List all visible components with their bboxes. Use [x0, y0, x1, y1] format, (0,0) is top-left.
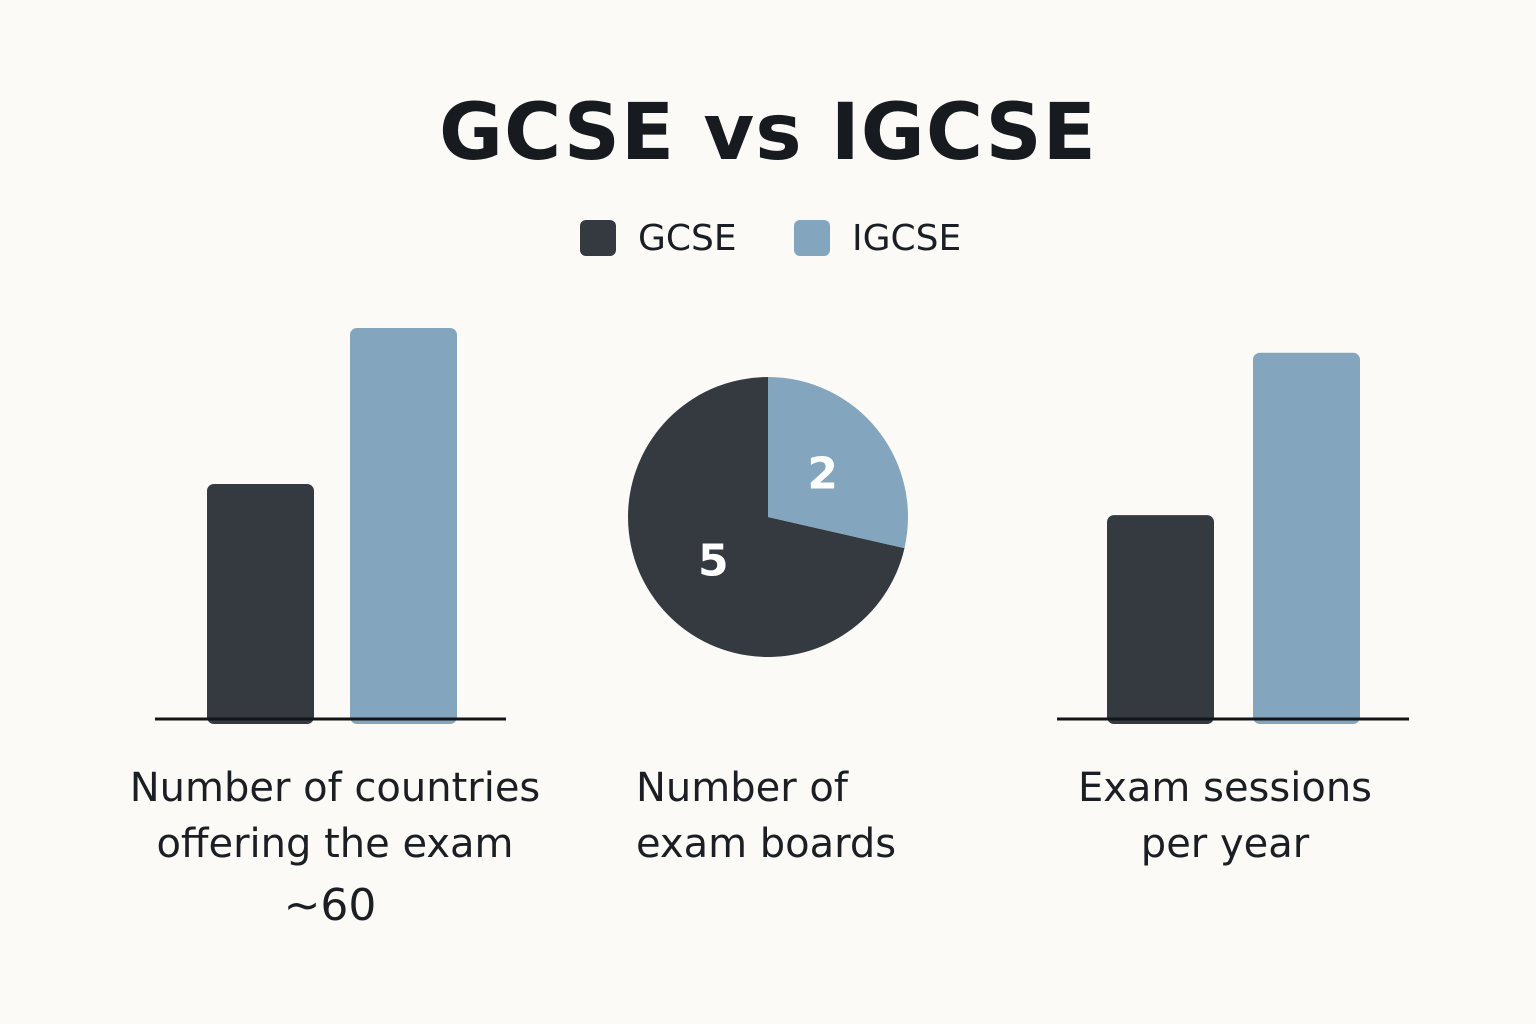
pie-slice-igcse — [768, 377, 909, 549]
bar-chart-exam-sessions — [1057, 352, 1409, 724]
bar-countries-gcse — [207, 484, 314, 724]
chart-label-exam-sessions: Exam sessions per year — [1077, 765, 1373, 867]
bar-sessions-igcse — [1253, 352, 1360, 724]
legend-swatch-igcse — [794, 220, 830, 256]
pie-slice-gcse — [628, 377, 905, 657]
legend-swatch-gcse — [580, 220, 616, 256]
pie-chart-exam-boards: 52 — [628, 377, 909, 657]
chart-label-exam-boards: Number of exam boards — [636, 765, 897, 867]
pie-label-gcse: 5 — [698, 536, 729, 587]
bar-countries-igcse — [350, 328, 457, 724]
legend-label-gcse: GCSE — [638, 217, 737, 259]
legend-item-igcse: IGCSE — [794, 217, 962, 259]
bar-sessions-gcse — [1107, 515, 1214, 724]
chart-label-countries: Number of countries offering the exam — [129, 765, 541, 867]
legend-item-gcse: GCSE — [580, 217, 737, 259]
chart-title: GCSE vs IGCSE — [439, 88, 1097, 178]
annotation-countries-value: ~60 — [283, 880, 377, 931]
pie-label-igcse: 2 — [807, 448, 838, 499]
bar-chart-countries — [155, 328, 506, 724]
legend-label-igcse: IGCSE — [852, 217, 962, 259]
